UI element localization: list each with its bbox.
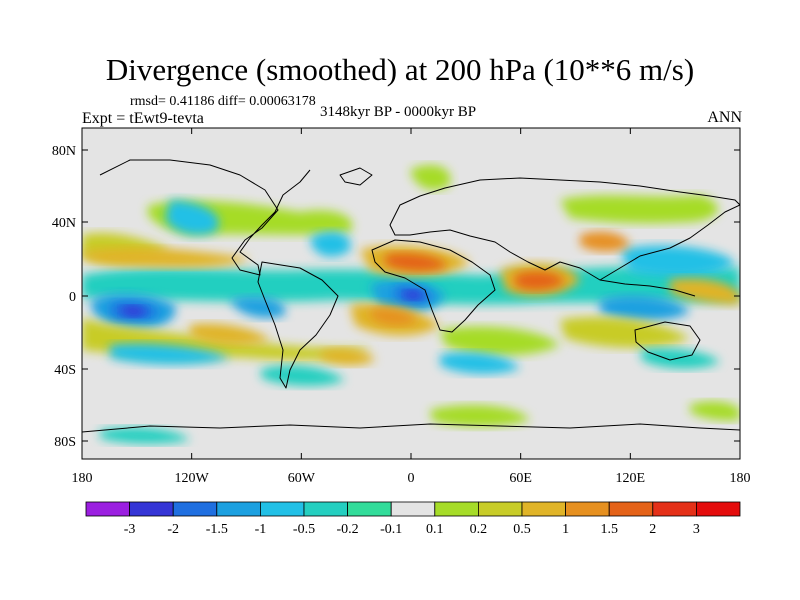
colorbar-swatch bbox=[696, 501, 741, 517]
field-blob bbox=[100, 427, 190, 444]
field-blob bbox=[165, 200, 219, 236]
field-blob bbox=[560, 316, 690, 348]
colorbar-label: 1.5 bbox=[600, 522, 618, 537]
colorbar-label: 2 bbox=[649, 522, 656, 537]
coastline-maritime bbox=[599, 279, 696, 297]
colorbar-swatch bbox=[477, 501, 523, 517]
colorbar-swatch bbox=[347, 501, 392, 517]
field-blob bbox=[310, 231, 351, 257]
lon-label: 60E bbox=[509, 471, 532, 486]
colorbar-swatch bbox=[565, 501, 610, 517]
field-blob bbox=[410, 165, 451, 190]
rmsd-diff-text: rmsd= 0.41186 diff= 0.00063178 bbox=[130, 94, 316, 109]
divergence-field bbox=[82, 165, 740, 444]
colorbar-swatch bbox=[303, 501, 348, 517]
longitude-axis: 180 120W 60W 0 60E 120E 180 bbox=[72, 128, 751, 486]
colorbar-label: -3 bbox=[124, 522, 136, 537]
lat-label: 80S bbox=[54, 435, 76, 450]
coastline-greenland bbox=[339, 167, 373, 186]
colorbar-label: 0.5 bbox=[513, 522, 531, 537]
field-blob bbox=[670, 278, 740, 305]
colorbar-label: -1 bbox=[255, 522, 267, 537]
lon-label: 180 bbox=[72, 471, 93, 486]
colorbar-label: 0.1 bbox=[426, 522, 444, 537]
colorbar-label: -1.5 bbox=[206, 522, 228, 537]
colorbar-label: 0.2 bbox=[470, 522, 488, 537]
coastline-antarctica bbox=[82, 423, 740, 433]
period-label: 3148kyr BP - 0000kyr BP bbox=[320, 104, 477, 120]
lon-label: 0 bbox=[408, 471, 415, 486]
field-blob bbox=[430, 405, 530, 427]
colorbar-swatch bbox=[652, 501, 697, 517]
lat-label: 80N bbox=[52, 144, 76, 159]
colorbar-swatch bbox=[390, 501, 436, 517]
coastlines bbox=[82, 159, 740, 433]
coastline-australia bbox=[634, 321, 701, 361]
colorbar-label: -2 bbox=[167, 522, 179, 537]
coastline-africa bbox=[371, 239, 496, 333]
field-blob bbox=[110, 343, 230, 365]
colorbar-swatch bbox=[129, 501, 174, 517]
lat-label: 0 bbox=[69, 290, 76, 305]
colorbar-swatch bbox=[434, 501, 479, 517]
field-blob bbox=[440, 352, 520, 374]
coastline-south-america bbox=[257, 261, 339, 389]
field-blob bbox=[440, 326, 560, 356]
season-label: ANN bbox=[707, 109, 742, 126]
colorbar-label: 1 bbox=[562, 522, 569, 537]
colorbar bbox=[85, 501, 741, 517]
field-blob bbox=[560, 195, 719, 224]
colorbar-swatch bbox=[521, 501, 566, 517]
map-title: Divergence (smoothed) at 200 hPa (10**6 … bbox=[105, 52, 695, 87]
lon-label: 60W bbox=[288, 471, 316, 486]
field-blob bbox=[690, 401, 740, 421]
colorbar-label: 3 bbox=[693, 522, 700, 537]
lon-label: 120E bbox=[616, 471, 646, 486]
colorbar-swatch bbox=[172, 501, 218, 517]
colorbar-labels: -3 -2 -1.5 -1 -0.5 -0.2 -0.1 0.1 0.2 0.5 1 1.5 2 3 bbox=[124, 522, 700, 537]
coastline-north-america bbox=[99, 159, 311, 276]
colorbar-swatch bbox=[259, 501, 305, 517]
field-blob bbox=[230, 296, 286, 318]
colorbar-swatch bbox=[85, 501, 130, 517]
lat-label: 40N bbox=[52, 216, 76, 231]
field-blob bbox=[580, 231, 630, 252]
colorbar-label: -0.5 bbox=[293, 522, 315, 537]
latitude-axis: 80N 40N 0 40S 80S bbox=[52, 144, 740, 450]
field-blob bbox=[190, 323, 270, 345]
coastline-eurasia bbox=[389, 177, 740, 281]
lon-label: 180 bbox=[730, 471, 751, 486]
field-blob bbox=[515, 271, 565, 290]
field-blob bbox=[385, 253, 448, 272]
field-blob bbox=[600, 295, 690, 321]
lat-label: 40S bbox=[54, 363, 76, 378]
field-blob bbox=[640, 348, 720, 369]
colorbar-label: -0.1 bbox=[380, 522, 402, 537]
field-blob bbox=[370, 308, 418, 326]
colorbar-swatch bbox=[608, 501, 654, 517]
field-blob bbox=[122, 306, 146, 317]
field-blob bbox=[320, 348, 375, 366]
experiment-label: Expt = tEwt9-tevta bbox=[82, 110, 204, 127]
colorbar-label: -0.2 bbox=[337, 522, 359, 537]
field-blob bbox=[82, 247, 250, 268]
lon-label: 120W bbox=[175, 471, 210, 486]
colorbar-swatch bbox=[216, 501, 261, 517]
field-blob bbox=[405, 290, 423, 300]
